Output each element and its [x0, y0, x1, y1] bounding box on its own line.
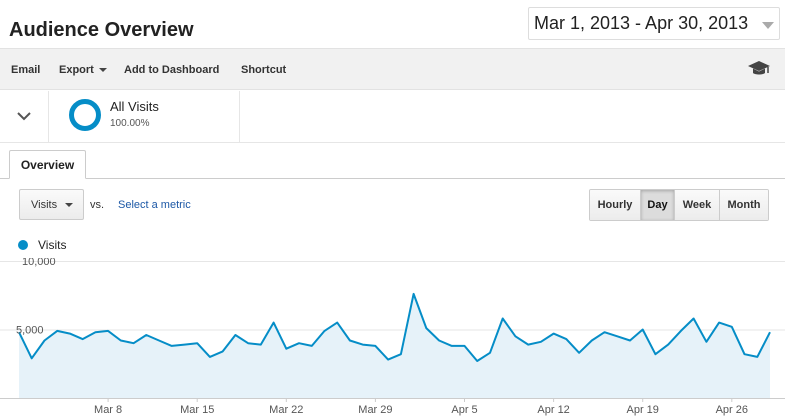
- segment-name: All Visits: [110, 99, 159, 114]
- add-to-dashboard-button[interactable]: Add to Dashboard: [124, 64, 220, 76]
- x-tick-label: Mar 8: [94, 404, 122, 416]
- tab-overview[interactable]: Overview: [9, 150, 86, 179]
- series-line-visits: [18, 292, 771, 362]
- metric-selector[interactable]: Visits: [19, 189, 84, 220]
- vs-label: vs.: [90, 199, 105, 211]
- x-tick-label: Apr 5: [451, 404, 477, 416]
- x-tick-label: Mar 15: [180, 404, 214, 416]
- segment-percent: 100.00%: [110, 118, 150, 129]
- shortcut-button[interactable]: Shortcut: [241, 64, 287, 76]
- y-tick-label: 5,000: [16, 325, 44, 337]
- graduation-cap-icon[interactable]: [747, 58, 771, 78]
- export-button[interactable]: Export: [59, 64, 107, 76]
- page-title: Audience Overview: [9, 19, 194, 41]
- chevron-down-icon: [17, 112, 31, 121]
- select-metric-link[interactable]: Select a metric: [118, 199, 191, 211]
- x-tick-label: Apr 19: [627, 404, 659, 416]
- x-tick-label: Apr 26: [716, 404, 748, 416]
- caret-down-icon: [65, 203, 73, 207]
- segment-expand-toggle[interactable]: [0, 91, 49, 142]
- y-tick-label: 10,000: [22, 258, 56, 268]
- granularity-month-button[interactable]: Month: [719, 190, 768, 220]
- granularity-day-button[interactable]: Day: [640, 190, 674, 220]
- x-tick-label: Apr 12: [537, 404, 569, 416]
- email-button[interactable]: Email: [11, 64, 41, 76]
- granularity-toggle: Hourly Day Week Month: [589, 189, 769, 221]
- segment-bar: All Visits 100.00%: [0, 91, 785, 143]
- segment-donut-icon: [69, 99, 101, 131]
- tab-divider: [0, 178, 785, 179]
- date-range-label: Mar 1, 2013 - Apr 30, 2013: [534, 13, 749, 33]
- legend-swatch: [18, 240, 28, 250]
- metric-label: Visits: [31, 198, 58, 211]
- granularity-week-button[interactable]: Week: [674, 190, 719, 220]
- legend-label: Visits: [38, 238, 67, 252]
- chevron-down-icon: [762, 22, 774, 29]
- report-toolbar: Email Export Add to Dashboard Shortcut: [0, 48, 785, 90]
- x-tick-label: Mar 22: [269, 404, 303, 416]
- x-tick-label: Mar 29: [358, 404, 392, 416]
- date-range-picker[interactable]: Mar 1, 2013 - Apr 30, 2013: [528, 7, 780, 40]
- caret-down-icon: [98, 68, 107, 73]
- series-area-visits: [19, 293, 770, 398]
- visits-chart[interactable]: 10,000 5,000 Mar 8 Mar 15 Mar 22 Mar 29 Apr 5 A…: [0, 258, 785, 418]
- segment-card[interactable]: All Visits 100.00%: [49, 91, 240, 142]
- export-label: Export: [59, 64, 94, 76]
- granularity-hourly-button[interactable]: Hourly: [590, 190, 640, 220]
